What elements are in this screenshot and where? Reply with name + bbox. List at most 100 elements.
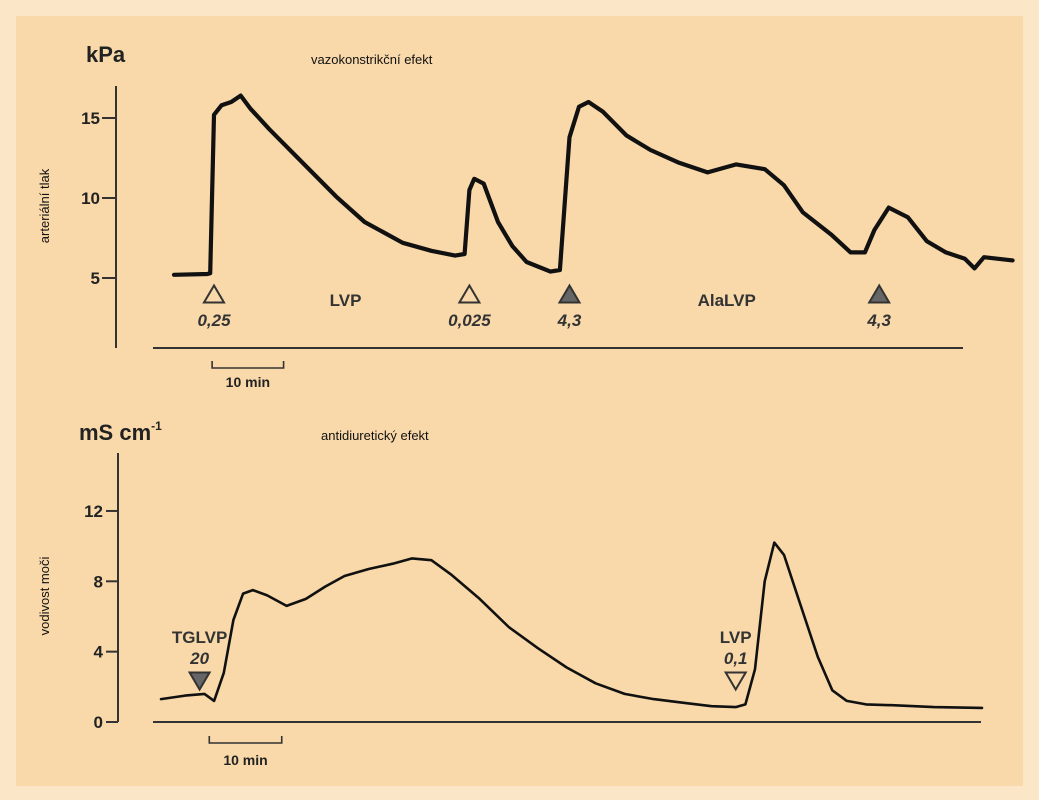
- top-unit-main: kPa: [86, 42, 126, 67]
- bottom-data-point: [981, 707, 982, 708]
- top-data-point: [335, 196, 336, 197]
- bottom-data-point: [286, 605, 287, 606]
- bottom-data-point: [368, 568, 369, 569]
- top-data-point: [907, 217, 908, 218]
- bottom-data-point: [204, 693, 205, 694]
- top-open-triangle-marker: [202, 283, 226, 304]
- bottom-filled-triangle-marker: [187, 671, 212, 692]
- top-chart-title: vazokonstrikční efekt: [311, 52, 433, 67]
- bottom-data-point: [774, 542, 775, 543]
- top-data-point: [964, 258, 965, 259]
- top-data-point: [679, 162, 680, 163]
- top-data-point: [402, 242, 403, 243]
- bottom-marker-dose: 20: [189, 649, 209, 668]
- top-unit-label: kPa: [86, 42, 126, 67]
- bottom-data-point: [243, 593, 244, 594]
- bottom-scale-bar: [208, 736, 283, 744]
- top-open-triangle-marker: [457, 283, 482, 304]
- bottom-data-point: [783, 554, 784, 555]
- bottom-y-tick-label: 8: [94, 572, 103, 591]
- top-y-axis-label: arteriální tlak: [37, 168, 52, 243]
- bottom-data-point: [745, 704, 746, 705]
- top-scale-bar: [211, 361, 285, 369]
- top-data-point: [888, 207, 889, 208]
- top-data-point: [650, 149, 651, 150]
- top-data-point: [578, 106, 579, 107]
- bottom-open-triangle-marker: [723, 671, 748, 692]
- top-data-point: [497, 221, 498, 222]
- bottom-data-point: [479, 598, 480, 599]
- bottom-data-point: [267, 595, 268, 596]
- top-data-point: [173, 274, 174, 275]
- top-data-point: [802, 212, 803, 213]
- bottom-data-point: [185, 695, 186, 696]
- bottom-data-point: [764, 581, 765, 582]
- top-y-tick-label: 5: [91, 269, 100, 288]
- top-series-line: [171, 93, 1015, 277]
- bottom-data-point: [537, 648, 538, 649]
- top-data-point: [297, 157, 298, 158]
- top-data-point: [736, 164, 737, 165]
- bottom-unit-main: mS cm: [79, 420, 151, 445]
- top-data-point: [926, 241, 927, 242]
- top-marker-dose: 0,25: [197, 311, 231, 330]
- top-data-point: [569, 137, 570, 138]
- bottom-data-point: [735, 707, 736, 708]
- top-filled-triangle-marker: [557, 283, 582, 304]
- top-data-point: [483, 183, 484, 184]
- bottom-data-point: [233, 619, 234, 620]
- bottom-data-point: [392, 563, 393, 564]
- top-y-tick-label: 10: [81, 189, 100, 208]
- top-data-point: [526, 261, 527, 262]
- bottom-data-point: [624, 693, 625, 694]
- bottom-series-line: [159, 541, 984, 710]
- bottom-data-point: [682, 702, 683, 703]
- top-marker-dose: 4,3: [557, 311, 582, 330]
- bottom-data-point: [711, 706, 712, 707]
- bottom-marker-label: LVP: [720, 628, 752, 647]
- bottom-chart-title: antidiuretický efekt: [321, 428, 429, 443]
- top-data-point: [945, 252, 946, 253]
- bottom-data-point: [798, 598, 799, 599]
- top-marker-dose: 4,3: [866, 311, 891, 330]
- bottom-data-point: [223, 672, 224, 673]
- top-data-point: [364, 221, 365, 222]
- bottom-data-point: [832, 690, 833, 691]
- bottom-y-tick-label: 0: [94, 713, 103, 732]
- bottom-data-point: [325, 586, 326, 587]
- figure-svg: 5 10 15 kPa vazokonstrikční efekt arteriální …: [37, 42, 1015, 768]
- bottom-data-point: [817, 656, 818, 657]
- top-data-point: [213, 114, 214, 115]
- top-data-point: [512, 245, 513, 246]
- top-data-point: [783, 185, 784, 186]
- top-data-point: [1012, 260, 1013, 261]
- bottom-data-point: [344, 575, 345, 576]
- top-annotation: AlaLVP: [698, 291, 756, 310]
- top-data-point: [250, 108, 251, 109]
- top-data-point: [469, 189, 470, 190]
- top-data-point: [221, 105, 222, 106]
- bottom-y-axis-label: vodivost moči: [37, 557, 52, 636]
- top-data-point: [240, 95, 241, 96]
- bottom-data-point: [450, 574, 451, 575]
- bottom-data-point: [895, 705, 896, 706]
- top-data-point: [588, 101, 589, 102]
- bottom-data-point: [933, 707, 934, 708]
- top-data-point: [455, 255, 456, 256]
- top-data-point: [231, 101, 232, 102]
- bottom-scale-bar-label: 10 min: [223, 752, 267, 768]
- bottom-y-tick-label: 12: [84, 502, 103, 521]
- figure-panel: 5 10 15 kPa vazokonstrikční efekt arteriální …: [16, 16, 1023, 786]
- bottom-data-point: [252, 590, 253, 591]
- bottom-data-point: [508, 626, 509, 627]
- bottom-data-point: [431, 560, 432, 561]
- top-data-point: [874, 229, 875, 230]
- bottom-unit-label: mS cm-1: [79, 419, 162, 445]
- top-data-point: [974, 268, 975, 269]
- bottom-data-point: [566, 667, 567, 668]
- bottom-data-point: [214, 700, 215, 701]
- bottom-data-point: [866, 704, 867, 705]
- bottom-marker-dose: 0,1: [724, 649, 748, 668]
- top-data-point: [831, 234, 832, 235]
- bottom-data-point: [160, 699, 161, 700]
